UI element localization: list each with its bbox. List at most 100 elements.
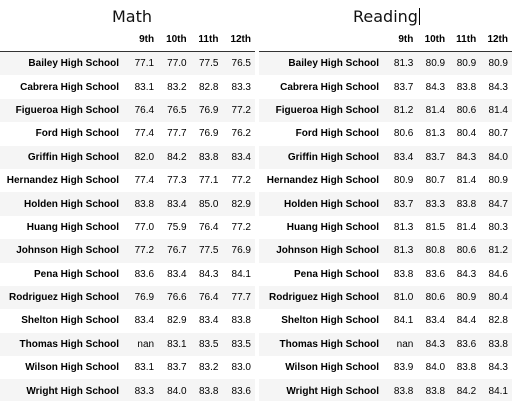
reading-score-cell: 80.4 (449, 122, 480, 145)
reading-school-name: Griffin High School (259, 146, 387, 169)
math-score-cell: 84.0 (158, 379, 191, 401)
math-score-cell: 77.1 (191, 169, 223, 192)
reading-score-cell: 83.8 (449, 192, 480, 215)
reading-score-cell: 81.3 (417, 122, 449, 145)
math-score-cell: 83.8 (127, 192, 158, 215)
reading-score-cell: 80.7 (417, 169, 449, 192)
reading-school-name: Cabrera High School (259, 75, 387, 98)
math-score-cell: 77.3 (158, 169, 191, 192)
reading-table: 9th 10th 11th 12th Bailey High School 81.… (259, 28, 512, 401)
math-score-cell: 82.9 (158, 309, 191, 332)
reading-col-header: 9th (387, 28, 417, 52)
reading-score-cell: 82.8 (480, 309, 512, 332)
reading-score-cell: 80.4 (480, 286, 512, 309)
reading-col-header: 10th (417, 28, 449, 52)
math-score-cell: 83.7 (158, 356, 191, 379)
reading-school-name: Bailey High School (259, 52, 387, 76)
math-score-cell: 83.2 (191, 356, 223, 379)
reading-table-row: Pena High School 83.8 83.6 84.3 84.6 (259, 263, 512, 286)
math-score-cell: 83.3 (127, 379, 158, 401)
math-score-cell: 82.8 (191, 75, 223, 98)
math-score-cell: 83.4 (222, 146, 255, 169)
math-score-cell: 84.3 (191, 263, 223, 286)
reading-score-cell: nan (387, 333, 417, 356)
math-score-cell: 83.3 (222, 75, 255, 98)
math-score-cell: 76.2 (222, 122, 255, 145)
text-cursor (419, 8, 420, 25)
math-school-name: Thomas High School (0, 333, 127, 356)
reading-school-name: Ford High School (259, 122, 387, 145)
reading-score-cell: 83.8 (417, 379, 449, 401)
math-score-cell: 76.5 (158, 99, 191, 122)
math-score-cell: 83.6 (127, 263, 158, 286)
math-score-cell: 83.8 (191, 146, 223, 169)
math-score-cell: 77.0 (127, 216, 158, 239)
math-school-name: Huang High School (0, 216, 127, 239)
math-table-row: Hernandez High School 77.4 77.3 77.1 77.2 (0, 169, 255, 192)
reading-score-cell: 84.0 (480, 146, 512, 169)
math-score-cell: 76.4 (127, 99, 158, 122)
math-score-cell: 83.1 (127, 356, 158, 379)
math-score-cell: 83.0 (222, 356, 255, 379)
math-score-cell: 82.9 (222, 192, 255, 215)
reading-score-cell: 84.2 (449, 379, 480, 401)
math-col-header: 9th (127, 28, 158, 52)
math-school-name: Shelton High School (0, 309, 127, 332)
reading-title-area[interactable]: Reading (353, 6, 420, 28)
math-school-name: Ford High School (0, 122, 127, 145)
math-table-row: Thomas High School nan 83.1 83.5 83.5 (0, 333, 255, 356)
math-table-row: Huang High School 77.0 75.9 76.4 77.2 (0, 216, 255, 239)
math-score-cell: 76.9 (222, 239, 255, 262)
math-score-cell: 76.5 (222, 52, 255, 76)
math-score-cell: 85.0 (191, 192, 223, 215)
math-score-cell: 83.4 (158, 263, 191, 286)
math-index-header (0, 28, 127, 52)
math-table-row: Ford High School 77.4 77.7 76.9 76.2 (0, 122, 255, 145)
reading-score-cell: 84.4 (449, 309, 480, 332)
reading-col-header: 12th (480, 28, 512, 52)
reading-score-cell: 80.6 (449, 239, 480, 262)
reading-school-name: Holden High School (259, 192, 387, 215)
math-score-cell: 83.2 (158, 75, 191, 98)
reading-table-row: Rodriguez High School 81.0 80.6 80.9 80.4 (259, 286, 512, 309)
math-table-row: Griffin High School 82.0 84.2 83.8 83.4 (0, 146, 255, 169)
math-score-cell: 77.4 (127, 122, 158, 145)
math-score-cell: 83.5 (222, 333, 255, 356)
reading-table-row: Cabrera High School 83.7 84.3 83.8 84.3 (259, 75, 512, 98)
math-school-name: Wright High School (0, 379, 127, 401)
math-score-cell: 83.1 (127, 75, 158, 98)
math-score-cell: 77.4 (127, 169, 158, 192)
reading-score-cell: 80.6 (417, 286, 449, 309)
math-score-cell: 77.5 (191, 52, 223, 76)
reading-score-cell: 80.6 (449, 99, 480, 122)
math-score-cell: 83.6 (222, 379, 255, 401)
reading-school-name: Shelton High School (259, 309, 387, 332)
math-table-row: Johnson High School 77.2 76.7 77.5 76.9 (0, 239, 255, 262)
math-table: 9th 10th 11th 12th Bailey High School 77.… (0, 28, 255, 401)
math-score-cell: 82.0 (127, 146, 158, 169)
reading-score-cell: 80.9 (480, 169, 512, 192)
reading-score-cell: 83.4 (417, 309, 449, 332)
math-table-row: Holden High School 83.8 83.4 85.0 82.9 (0, 192, 255, 215)
reading-score-cell: 80.3 (480, 216, 512, 239)
math-school-name: Bailey High School (0, 52, 127, 76)
reading-score-cell: 84.6 (480, 263, 512, 286)
math-score-cell: 76.7 (158, 239, 191, 262)
reading-table-row: Thomas High School nan 84.3 83.6 83.8 (259, 333, 512, 356)
math-col-header: 10th (158, 28, 191, 52)
math-score-cell: 76.9 (127, 286, 158, 309)
math-score-cell: 77.2 (127, 239, 158, 262)
math-score-cell: 76.6 (158, 286, 191, 309)
reading-score-cell: 83.8 (387, 379, 417, 401)
reading-score-cell: 81.3 (387, 239, 417, 262)
reading-score-cell: 84.3 (449, 146, 480, 169)
reading-score-cell: 84.3 (449, 263, 480, 286)
reading-score-cell: 84.7 (480, 192, 512, 215)
reading-score-cell: 80.9 (449, 286, 480, 309)
math-score-cell: 76.4 (191, 286, 223, 309)
math-score-cell: 83.8 (222, 309, 255, 332)
math-school-name: Pena High School (0, 263, 127, 286)
reading-score-cell: 84.0 (417, 356, 449, 379)
reading-score-cell: 81.2 (387, 99, 417, 122)
reading-score-cell: 83.8 (387, 263, 417, 286)
